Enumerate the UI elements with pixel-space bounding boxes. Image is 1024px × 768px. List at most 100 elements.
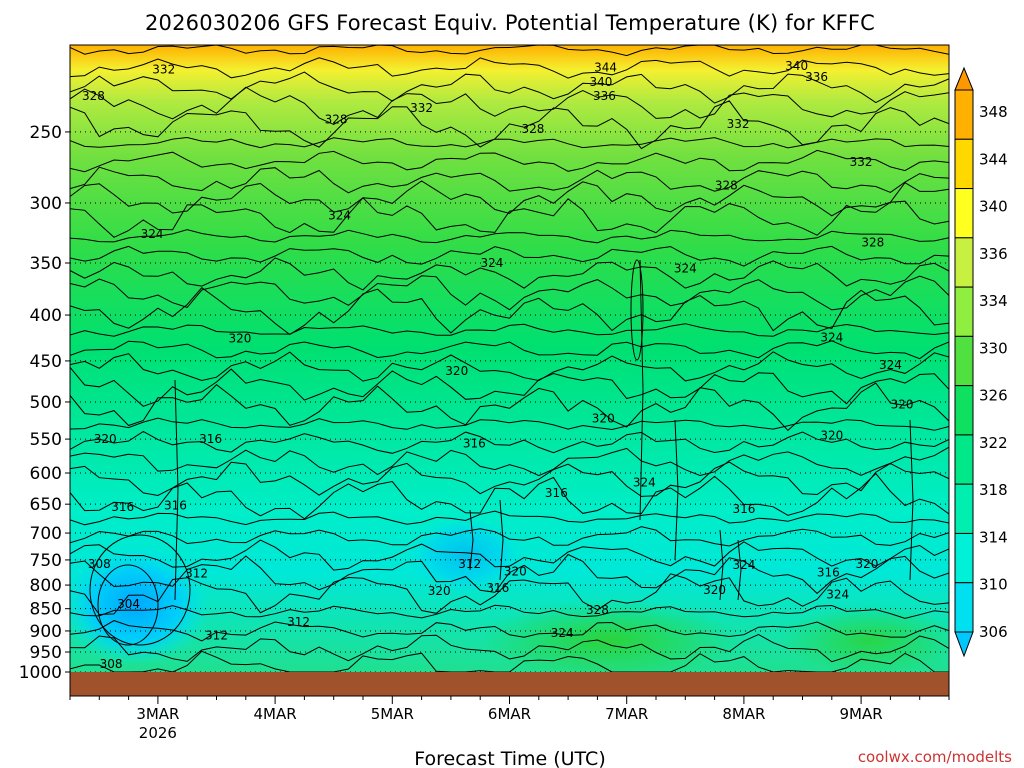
colorbar-label: 310 bbox=[979, 576, 1008, 594]
contour-label: 308 bbox=[100, 657, 123, 671]
colorbar-segment bbox=[954, 434, 974, 485]
chart-title: 2026030206 GFS Forecast Equiv. Potential… bbox=[145, 11, 875, 35]
isotherm-contour bbox=[630, 259, 644, 361]
colorbar-segment bbox=[954, 188, 974, 239]
colorbar-label: 348 bbox=[979, 103, 1008, 121]
colorbar-segment bbox=[954, 483, 974, 534]
contour-label: 320 bbox=[504, 565, 527, 579]
isotherm-contour bbox=[70, 604, 949, 619]
isotherm-contour bbox=[70, 229, 949, 244]
colorbar-label: 306 bbox=[979, 623, 1008, 641]
colorbar-label: 318 bbox=[979, 481, 1008, 499]
isotherm-contour bbox=[70, 461, 949, 497]
colorbar-segment bbox=[954, 138, 974, 190]
isotherm-contour bbox=[70, 166, 949, 194]
contour-label: 328 bbox=[715, 179, 738, 193]
contour-label: 332 bbox=[152, 63, 175, 77]
isotherm-contour bbox=[70, 573, 949, 616]
contour-label: 316 bbox=[463, 436, 486, 450]
y-tick-label: 400 bbox=[30, 306, 62, 326]
contour-label: 304 bbox=[117, 597, 140, 611]
isotherm-contour bbox=[70, 510, 949, 526]
isotherm-contour bbox=[909, 419, 914, 581]
x-tick-label: 6MAR bbox=[488, 705, 531, 723]
contour-label: 324 bbox=[141, 227, 164, 241]
y-tick-label: 550 bbox=[30, 430, 62, 450]
colorbar-bottom-arrow bbox=[954, 631, 974, 658]
contour-label: 328 bbox=[82, 89, 105, 103]
contour-label: 340 bbox=[785, 59, 808, 73]
warm-boundary-layer bbox=[780, 605, 949, 672]
isotherm-contour bbox=[70, 149, 949, 173]
contour-label: 316 bbox=[545, 486, 568, 500]
contour-label: 320 bbox=[428, 584, 451, 598]
y-tick-label: 800 bbox=[30, 576, 62, 596]
isotherm-contour bbox=[499, 499, 504, 581]
isotherm-contour bbox=[70, 351, 949, 382]
cold-pool-shading bbox=[405, 515, 525, 595]
contour-label: 324 bbox=[328, 209, 351, 223]
contour-label: 324 bbox=[826, 588, 849, 602]
contour-label: 316 bbox=[486, 581, 509, 595]
isotherm-contour bbox=[70, 417, 949, 431]
y-tick-label: 300 bbox=[30, 194, 62, 214]
x-tick-label: 9MAR bbox=[840, 705, 883, 723]
isotherm-contour bbox=[70, 323, 949, 337]
contour-label: 324 bbox=[674, 262, 697, 276]
contour-label: 328 bbox=[586, 603, 609, 617]
contour-label: 316 bbox=[817, 566, 840, 580]
colorbar-segment bbox=[954, 237, 974, 288]
isotherm-contour bbox=[639, 259, 644, 521]
contour-label: 328 bbox=[861, 235, 884, 249]
isotherm-contour bbox=[70, 57, 949, 79]
contour-label: 320 bbox=[592, 412, 615, 426]
y-tick-label: 750 bbox=[30, 551, 62, 571]
isotherm-contour bbox=[70, 382, 949, 432]
colorbar-segment bbox=[954, 582, 974, 633]
colorbar-segment bbox=[954, 286, 974, 337]
isotherm-contour bbox=[70, 446, 949, 477]
y-tick-label: 650 bbox=[30, 495, 62, 515]
contour-label: 316 bbox=[199, 432, 222, 446]
y-axis: 2503003504004505005506006507007508008509… bbox=[19, 123, 70, 683]
x-tick-label: 3MAR bbox=[136, 705, 179, 723]
contour-label: 320 bbox=[856, 557, 879, 571]
x-tick-label: 8MAR bbox=[722, 705, 765, 723]
contour-label: 312 bbox=[185, 567, 208, 581]
contour-label: 316 bbox=[111, 500, 134, 514]
warm-boundary-layer bbox=[480, 600, 740, 672]
isotherm-contour bbox=[469, 509, 474, 571]
isotherm-contour bbox=[70, 197, 949, 238]
isotherm-contour bbox=[70, 45, 949, 57]
x-tick-year: 2026 bbox=[139, 724, 177, 742]
colorbar-segment bbox=[954, 335, 974, 387]
colorbar: 348 344 340 336 334 330 326 322 318 314 310 306 bbox=[954, 66, 1008, 658]
contour-label: 332 bbox=[727, 117, 750, 131]
ground-surface bbox=[70, 672, 949, 696]
isotherm-contour bbox=[70, 430, 949, 454]
isotherm-contour bbox=[70, 539, 949, 571]
contour-label: 312 bbox=[458, 557, 481, 571]
colorbar-top-arrow bbox=[954, 66, 974, 91]
contour-label: 316 bbox=[732, 502, 755, 516]
isotherm-contour bbox=[174, 379, 179, 601]
contour-label: 344 bbox=[594, 61, 617, 75]
contour-label: 320 bbox=[703, 583, 726, 597]
colorbar-label: 326 bbox=[979, 387, 1008, 405]
contour-label: 320 bbox=[94, 432, 117, 446]
y-tick-label: 900 bbox=[30, 622, 62, 642]
isotherm-contour bbox=[70, 553, 949, 595]
contour-label: 324 bbox=[480, 256, 503, 270]
y-tick-label: 500 bbox=[30, 393, 62, 413]
contour-label: 324 bbox=[551, 626, 574, 640]
contour-label: 320 bbox=[891, 397, 914, 411]
contour-label: 320 bbox=[228, 332, 251, 346]
colorbar-label: 340 bbox=[979, 198, 1008, 216]
isotherm-contour bbox=[674, 419, 679, 561]
contour-label: 320 bbox=[445, 364, 468, 378]
contour-label: 308 bbox=[88, 557, 111, 571]
colorbar-segment bbox=[954, 89, 974, 140]
